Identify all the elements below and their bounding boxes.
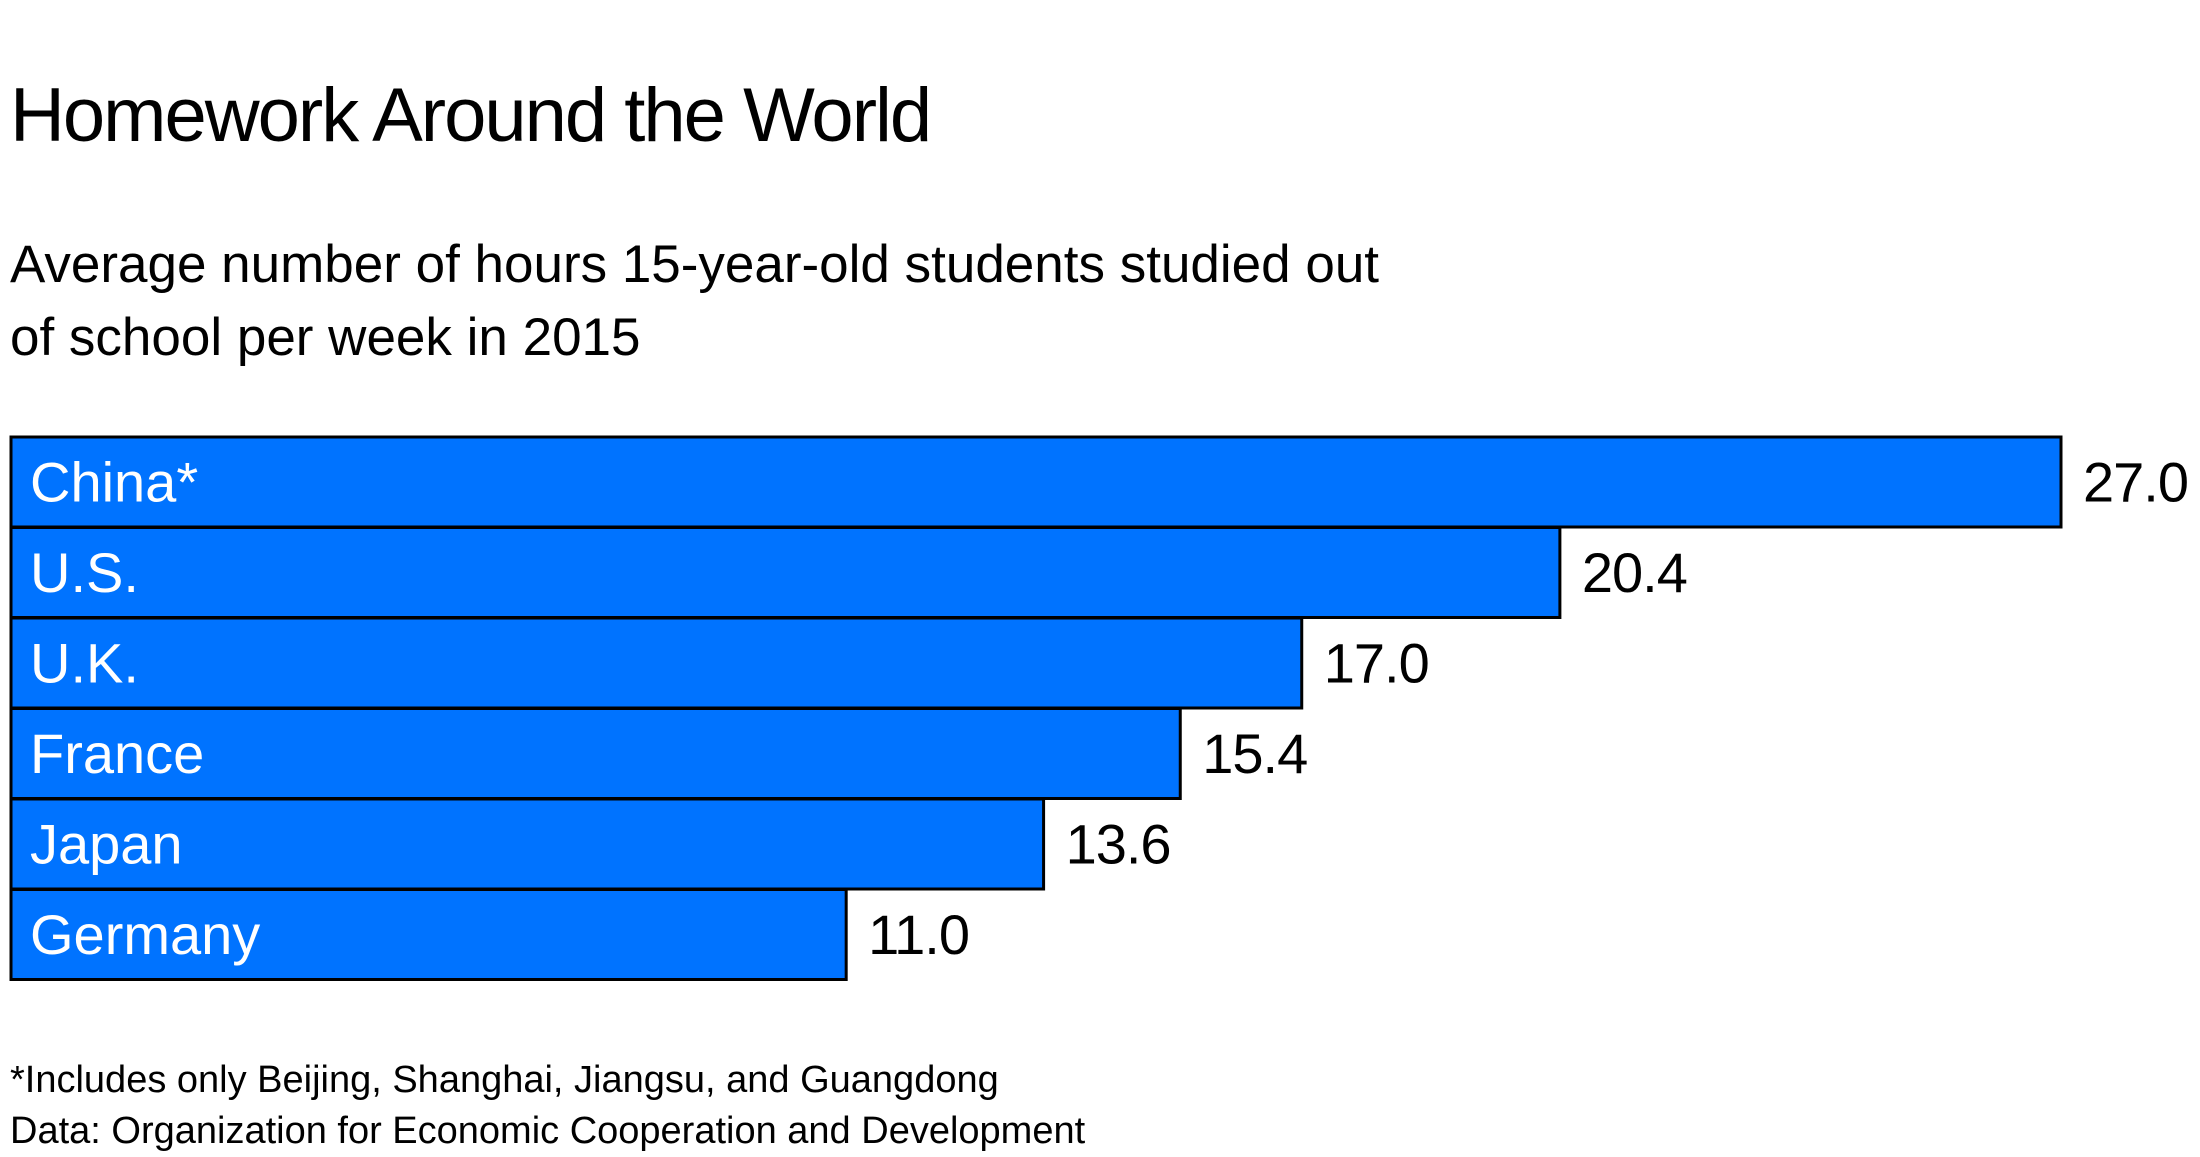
value-label: 20.4 xyxy=(1582,541,1687,604)
chart-footnote: *Includes only Beijing, Shanghai, Jiangs… xyxy=(10,1055,1085,1157)
bar-china xyxy=(9,435,2063,529)
category-label: Japan xyxy=(30,813,183,876)
bar-uk xyxy=(9,616,1304,710)
chart-title: Homework Around the World xyxy=(10,73,932,158)
category-label: China* xyxy=(30,451,198,514)
chart-subtitle: Average number of hours 15-year-old stud… xyxy=(10,235,1380,367)
category-label: Germany xyxy=(30,903,260,966)
bar-france xyxy=(9,707,1182,800)
value-label: 27.0 xyxy=(2083,451,2188,514)
value-label: 15.4 xyxy=(1202,722,1307,785)
bar-germany xyxy=(9,888,848,981)
source-text: Data: Organization for Economic Cooperat… xyxy=(10,1110,1086,1152)
category-label: U.K. xyxy=(30,632,139,695)
category-label: U.S. xyxy=(30,541,139,604)
bar-chart: China* 27.0 U.S. 20.4 U.K. 17.0 France 15.4 Japa… xyxy=(9,435,2189,981)
value-label: 17.0 xyxy=(1324,632,1429,695)
footnote-text: *Includes only Beijing, Shanghai, Jiangs… xyxy=(10,1059,999,1101)
value-label: 11.0 xyxy=(868,903,969,966)
value-label: 13.6 xyxy=(1066,813,1171,876)
category-label: France xyxy=(30,722,204,785)
bar-us xyxy=(9,526,1562,619)
